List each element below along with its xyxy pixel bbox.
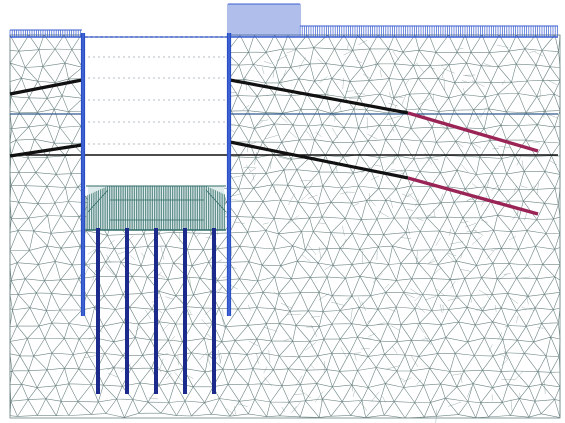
surface-surcharge-left: [9, 29, 82, 37]
surcharge-center-arrows: [227, 4, 301, 37]
lower-anchor-grout-body: [407, 176, 539, 216]
surcharge-right-arrows: [299, 26, 558, 37]
excavation-pit: [82, 33, 230, 187]
upper-anchor-free-length: [229, 78, 409, 115]
bottom-load-hatch: [85, 186, 225, 230]
upper-strut-left: [9, 78, 83, 96]
excavation-stage-lines: [88, 36, 226, 145]
upper-anchor-grout-body: [407, 111, 539, 153]
excavated-soil: [82, 33, 230, 187]
lower-anchor-free-length: [229, 140, 409, 180]
surface-surcharge-right: [10, 25, 558, 38]
excavation-bottom-load: [85, 185, 227, 231]
mesh-boundary: [9, 34, 561, 419]
surcharge-left-arrows: [9, 30, 81, 37]
diaphragm-walls: [80, 33, 232, 316]
foundation-piles: [96, 228, 216, 394]
surface-surcharge-center: [227, 3, 301, 37]
bottom-load-bracing: [87, 189, 227, 221]
struts-and-anchors: [9, 78, 558, 216]
lower-strut-left: [9, 143, 83, 158]
